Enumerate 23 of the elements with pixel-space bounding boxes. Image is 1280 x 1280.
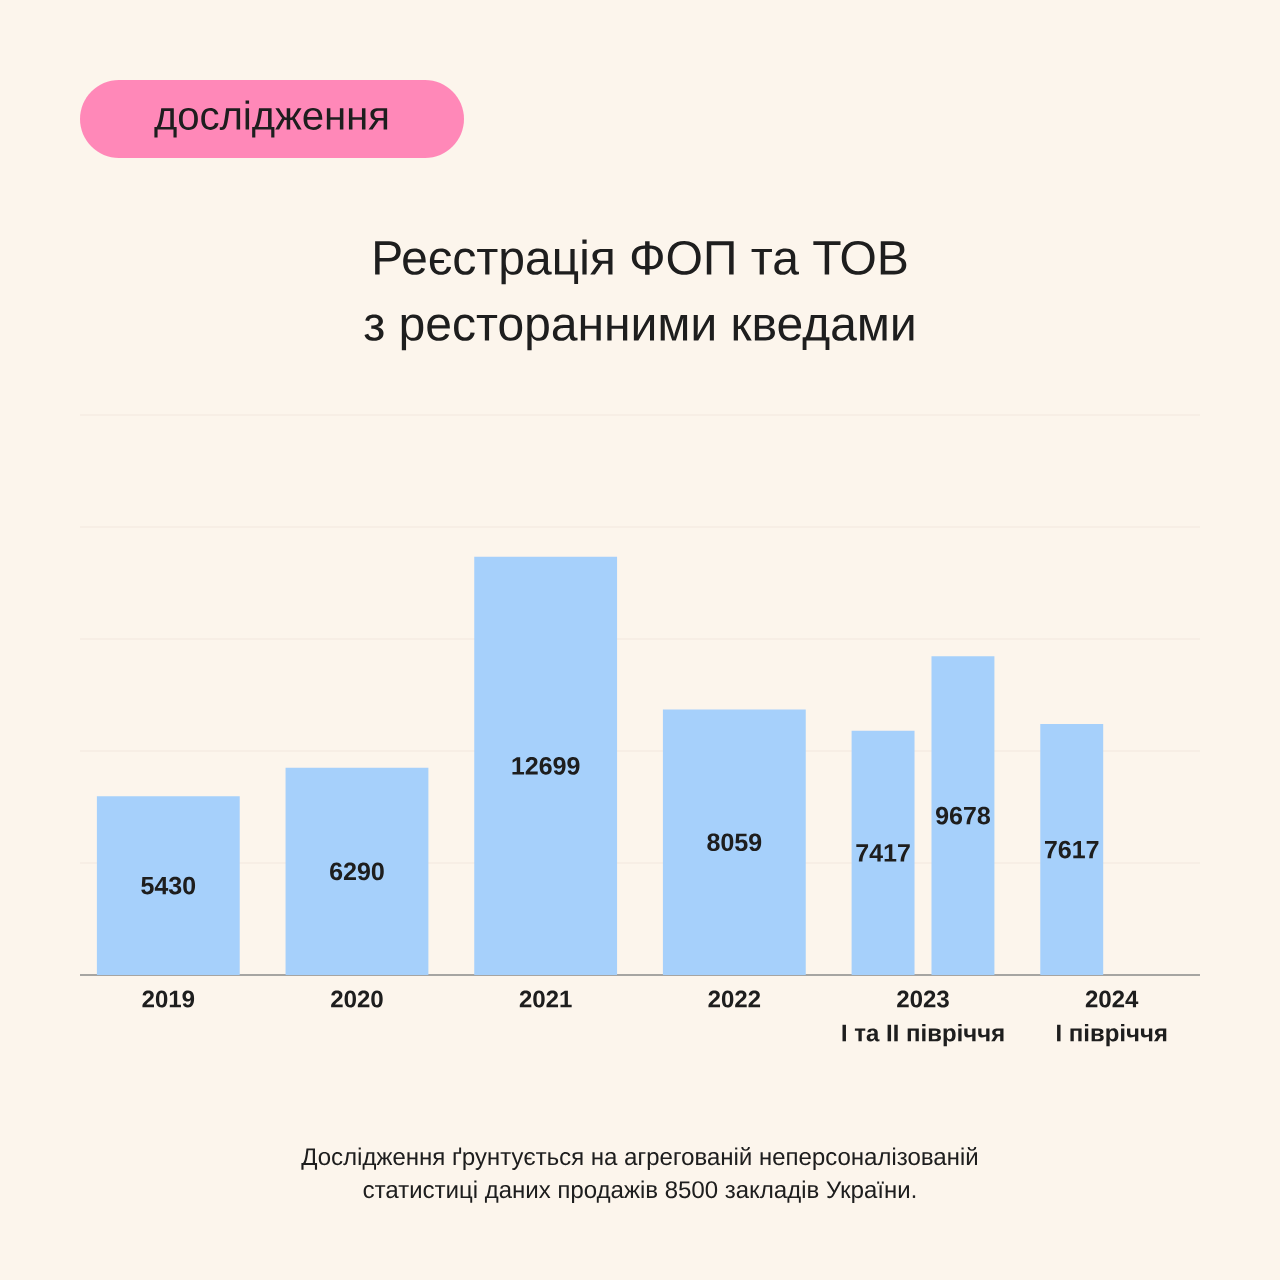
data-label: 6290 bbox=[330, 862, 384, 881]
bar bbox=[474, 556, 618, 975]
data-label: 8059 bbox=[707, 833, 762, 852]
x-tick-label: 2020 bbox=[331, 990, 383, 1008]
bar bbox=[851, 730, 915, 975]
bar bbox=[931, 656, 995, 975]
x-tick-label: 2021 bbox=[519, 990, 572, 1008]
bar bbox=[285, 767, 429, 975]
x-tick-label: 2023 I та II півріччя bbox=[842, 990, 1004, 1047]
data-label: 7417 bbox=[856, 844, 910, 862]
chart-title: Реєстрація ФОП та ТОВ з ресторанними кведами bbox=[364, 239, 914, 351]
data-label: 7617 bbox=[1044, 840, 1099, 859]
bar bbox=[96, 796, 240, 975]
text: дослідження bbox=[154, 100, 388, 138]
data-label: 12699 bbox=[512, 756, 580, 775]
x-tick-label: 2019 bbox=[142, 990, 195, 1008]
bar bbox=[1040, 724, 1104, 975]
x-tick-label: 2024 I півріччя bbox=[1057, 990, 1167, 1047]
bar bbox=[662, 709, 806, 975]
text: Дослідження ґрунтується на агрегованій неперсоналізованій статистиці даних продажів 8500 закладів України. bbox=[301, 1147, 977, 1203]
data-label: 9678 bbox=[936, 806, 990, 825]
data-label: 5430 bbox=[141, 876, 196, 895]
x-tick-label: 2022 bbox=[708, 990, 761, 1008]
